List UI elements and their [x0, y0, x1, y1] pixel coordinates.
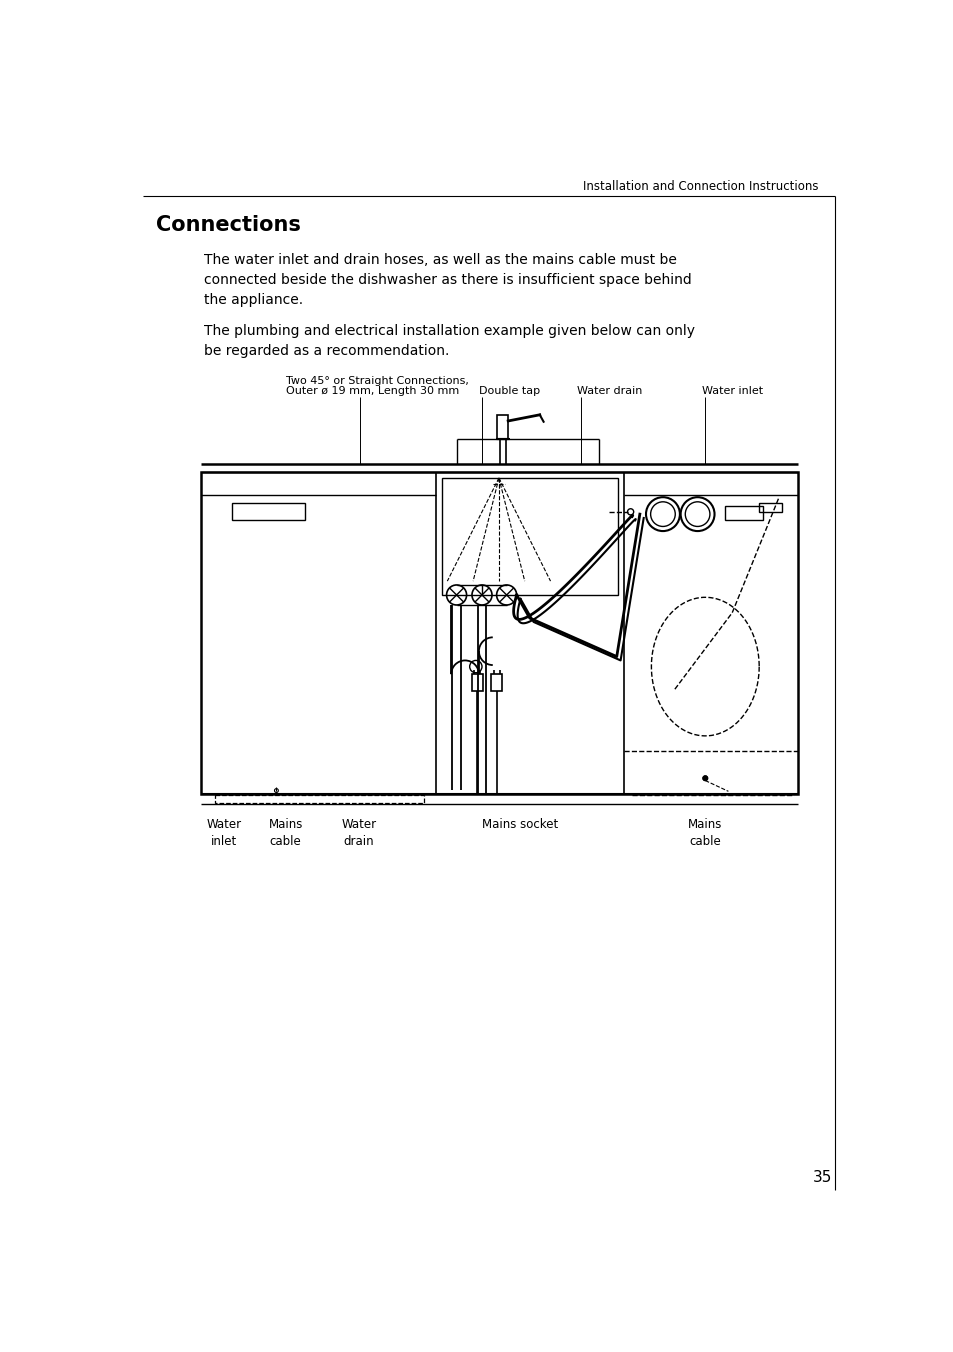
Text: Two 45° or Straight Connections,: Two 45° or Straight Connections, [285, 376, 468, 385]
Text: Water drain: Water drain [577, 385, 642, 396]
Text: Connections: Connections [155, 215, 300, 235]
Text: Water inlet: Water inlet [701, 385, 762, 396]
Bar [491, 675, 501, 691]
Bar [232, 503, 305, 519]
Text: Water
drain: Water drain [341, 818, 376, 848]
Bar [214, 795, 424, 803]
Circle shape [702, 776, 707, 780]
Bar [759, 503, 781, 512]
Text: Outer ø 19 mm, Length 30 mm: Outer ø 19 mm, Length 30 mm [285, 385, 458, 396]
Text: The plumbing and electrical installation example given below can only
be regarde: The plumbing and electrical installation… [204, 324, 695, 358]
Bar [441, 479, 618, 595]
Text: Water
inlet: Water inlet [206, 818, 241, 848]
Text: Mains socket: Mains socket [481, 818, 558, 831]
Text: Mains
cable: Mains cable [687, 818, 721, 848]
Bar [723, 506, 762, 519]
Text: 35: 35 [812, 1169, 831, 1184]
Text: Double tap: Double tap [478, 385, 539, 396]
Bar [201, 472, 797, 794]
Text: The water inlet and drain hoses, as well as the mains cable must be
connected be: The water inlet and drain hoses, as well… [204, 253, 691, 307]
Text: Mains
cable: Mains cable [268, 818, 302, 848]
Bar [472, 675, 482, 691]
Bar [497, 415, 508, 439]
Text: Installation and Connection Instructions: Installation and Connection Instructions [582, 180, 818, 193]
